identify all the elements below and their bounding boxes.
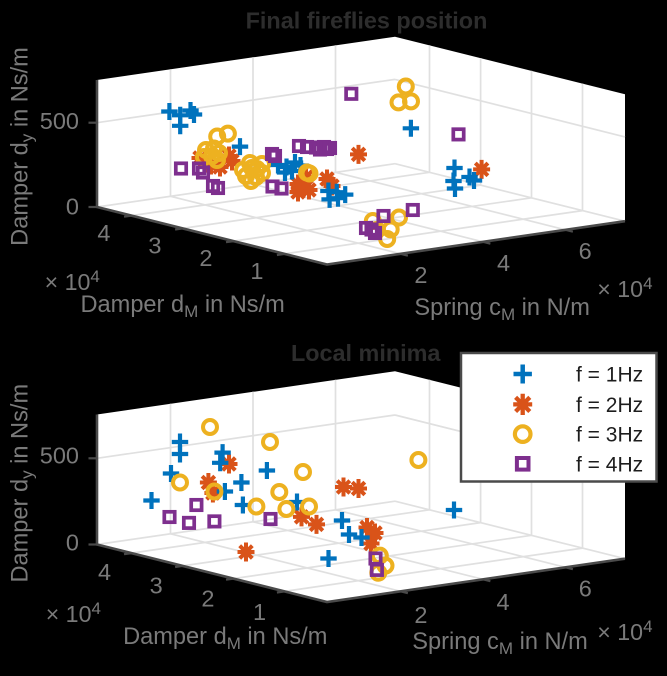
- svg-text:6: 6: [579, 576, 592, 602]
- svg-text:f = 3Hz: f = 3Hz: [576, 424, 643, 447]
- svg-text:f = 2Hz: f = 2Hz: [576, 394, 643, 417]
- svg-text:3: 3: [150, 572, 163, 598]
- svg-text:Local minima: Local minima: [291, 340, 441, 366]
- svg-text:500: 500: [40, 108, 79, 134]
- svg-text:2: 2: [414, 262, 427, 288]
- svg-text:0: 0: [66, 194, 79, 220]
- svg-text:Spring cM in N/m: Spring cM in N/m: [414, 295, 589, 324]
- svg-text:Damper dy in Ns/m: Damper dy in Ns/m: [8, 384, 37, 583]
- svg-text:f = 1Hz: f = 1Hz: [576, 364, 643, 387]
- svg-text:4: 4: [97, 220, 110, 246]
- svg-text:500: 500: [40, 443, 79, 469]
- svg-text:2: 2: [414, 602, 427, 628]
- svg-text:Damper dy in Ns/m: Damper dy in Ns/m: [8, 47, 37, 246]
- svg-text:3: 3: [148, 233, 161, 259]
- svg-text:Damper dM in Ns/m: Damper dM in Ns/m: [123, 624, 327, 653]
- svg-text:Final fireflies position: Final fireflies position: [246, 8, 488, 34]
- svg-text:2: 2: [201, 586, 214, 612]
- svg-text:f = 4Hz: f = 4Hz: [576, 453, 643, 476]
- svg-text:6: 6: [579, 238, 592, 264]
- svg-text:2: 2: [199, 245, 212, 271]
- svg-text:1: 1: [250, 258, 263, 284]
- svg-text:4: 4: [497, 250, 510, 276]
- svg-text:Damper dM in Ns/m: Damper dM in Ns/m: [81, 292, 285, 321]
- svg-text:4: 4: [98, 559, 111, 585]
- svg-text:0: 0: [66, 530, 79, 556]
- svg-text:1: 1: [253, 599, 266, 625]
- svg-text:4: 4: [497, 589, 510, 615]
